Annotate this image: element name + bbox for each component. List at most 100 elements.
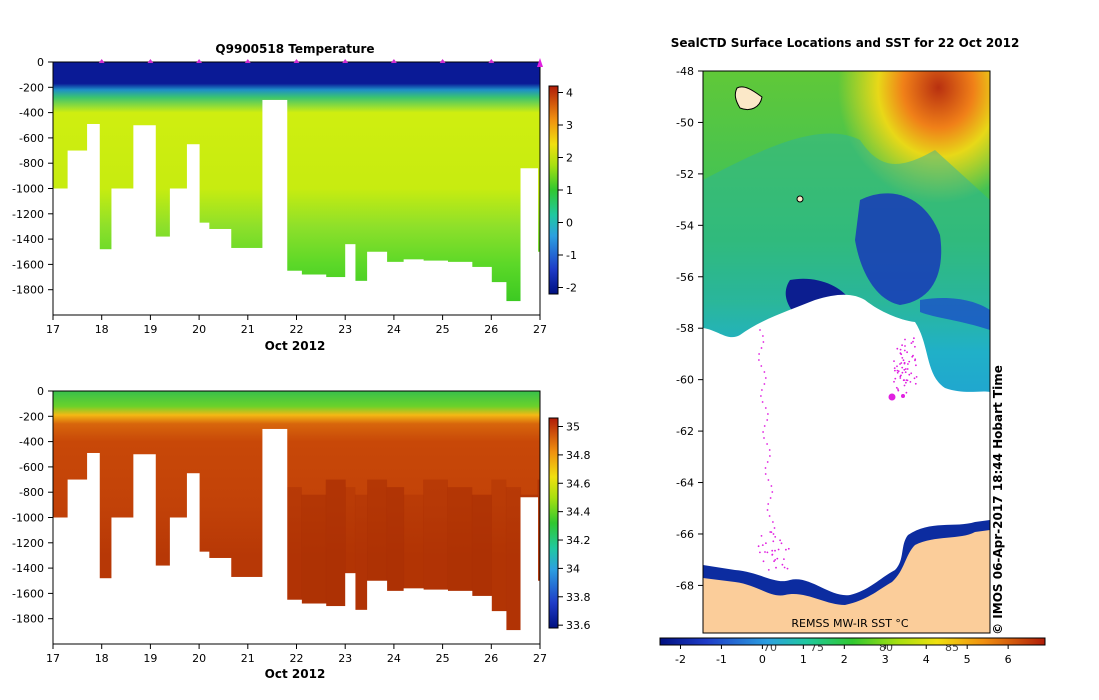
sst-colorbar-label: REMSS MW-IR SST °C (791, 617, 909, 630)
salinity-x-axis: 17 18 19 20 21 22 23 24 25 26 27 (46, 644, 547, 665)
seal-track-point (893, 360, 895, 362)
sst-map-panel: SealCTD Surface Locations and SST for 22… (659, 36, 1046, 666)
temperature-y-tick-label: -800 (19, 157, 44, 170)
seal-track-point (766, 509, 769, 511)
no-data-gap (386, 261, 405, 315)
salinity-colorbar-tick-label: 34 (566, 562, 580, 575)
map-latitude-axis: -48 -50 -52 -54 -56 -58 -60 -62 -64 -66 -68 (676, 65, 703, 592)
seal-track-point (896, 347, 899, 350)
temperature-y-tick-label: -1000 (12, 183, 44, 196)
salinity-y-tick-label: -1200 (12, 537, 44, 550)
seal-track-point (913, 377, 916, 380)
seal-track-point (781, 563, 784, 566)
seal-track-point (774, 536, 777, 538)
seal-track-point (766, 443, 768, 445)
seal-track-point (769, 497, 772, 499)
no-data-gap (345, 573, 356, 644)
no-data-gap (87, 123, 100, 315)
latitude-tick-label: -68 (676, 579, 694, 592)
salinity-colorbar (548, 417, 559, 629)
temperature-title: Q9900518 Temperature (215, 42, 374, 56)
seal-track-point (904, 371, 907, 374)
salinity-colorbar-tick-label: 33.8 (566, 591, 591, 604)
seal-track-point (906, 351, 908, 354)
salinity-y-axis: 0 -200 -400 -600 -800 -1000 -1200 -1400 -1600 -18… (12, 385, 53, 626)
imos-credit: © IMOS 06-Apr-2017 18:44 Hobart Time (991, 365, 1005, 635)
seal-track-point (765, 542, 767, 545)
temperature-y-tick-label: -1400 (12, 233, 44, 246)
surface-marker (439, 59, 446, 63)
no-data-gap (87, 452, 100, 644)
seal-track-point (762, 335, 764, 337)
island-heard (796, 195, 804, 203)
temperature-x-tick-label: 21 (241, 323, 255, 336)
temperature-y-tick-label: -200 (19, 81, 44, 94)
seal-track-point (897, 389, 900, 392)
seal-track-point (903, 349, 906, 352)
no-data-gap (471, 266, 492, 315)
seal-track-point (900, 353, 903, 356)
no-data-gap (111, 517, 134, 644)
seal-track-point (775, 566, 777, 569)
seal-track-point (912, 340, 914, 343)
no-data-gap (505, 630, 522, 644)
seal-track-point (761, 544, 764, 546)
no-data-gap (471, 595, 492, 644)
temperature-colorbar-tick-label: 4 (566, 87, 573, 100)
seal-track-point (904, 368, 907, 370)
no-data-gap (403, 259, 424, 315)
no-data-gap (169, 188, 188, 315)
seal-track (757, 329, 918, 571)
surface-marker (244, 59, 251, 63)
temperature-y-axis: 0 -200 -400 -600 -800 -1000 -1200 -1400 -1600 -18… (12, 56, 53, 297)
seal-track-point (910, 342, 913, 344)
sst-colorbar-tick-label: 1 (800, 653, 807, 666)
surface-marker (196, 59, 203, 63)
seal-track-point (763, 383, 766, 385)
salinity-x-tick-label: 17 (46, 652, 60, 665)
seal-track-point (906, 379, 909, 382)
map-title: SealCTD Surface Locations and SST for 22… (671, 36, 1020, 50)
no-data-gap (491, 611, 507, 644)
no-data-gap (286, 270, 302, 315)
salinity-colorbar-tick-label: 34.4 (566, 506, 591, 519)
seal-track-point (761, 401, 764, 403)
temperature-colorbar-tick-label: 3 (566, 119, 573, 132)
seal-track-point (901, 371, 904, 374)
no-data-gap (354, 609, 368, 644)
seal-track-point (768, 449, 771, 451)
temperature-x-tick-label: 25 (436, 323, 450, 336)
no-data-gap (403, 588, 424, 644)
seal-track-point (902, 359, 905, 362)
salinity-panel: 0 -200 -400 -600 -800 -1000 -1200 -1400 -1600 -18… (12, 385, 590, 681)
salinity-y-tick-label: -1600 (12, 587, 44, 600)
island-kerguelen (734, 86, 763, 111)
sst-colorbar-tick-label: -2 (675, 653, 686, 666)
seal-track-point (777, 548, 780, 551)
latitude-tick-label: -50 (676, 116, 694, 129)
seal-track-point (904, 345, 906, 347)
seal-position-marker-small (901, 394, 905, 398)
seal-position-marker (888, 393, 896, 401)
salinity-y-tick-label: -200 (19, 410, 44, 423)
latitude-tick-label: -52 (676, 168, 694, 181)
seal-track-point (760, 365, 763, 367)
sst-colorbar-tick-label: 3 (882, 653, 889, 666)
temperature-colorbar (548, 85, 559, 295)
deep-salinity-column (491, 479, 507, 644)
no-data-gap (520, 497, 539, 644)
seal-track-point (894, 369, 896, 372)
latitude-tick-label: -56 (676, 271, 694, 284)
temperature-x-tick-label: 20 (192, 323, 206, 336)
surface-marker (293, 59, 300, 63)
sst-colorbar-tick-label: -1 (716, 653, 727, 666)
seal-track-point (763, 425, 766, 427)
seal-track-point (896, 365, 898, 368)
seal-track-point (914, 358, 917, 361)
seal-track-point (915, 364, 917, 367)
salinity-y-tick-label: -600 (19, 461, 44, 474)
temperature-y-tick-label: 0 (37, 56, 44, 69)
no-data-gap (133, 125, 156, 315)
seal-track-point (772, 540, 775, 543)
